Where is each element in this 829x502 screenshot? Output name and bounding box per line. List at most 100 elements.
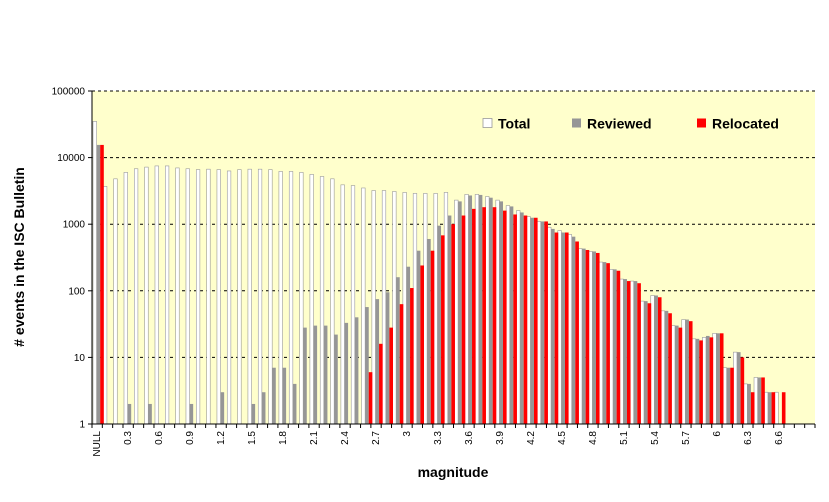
y-tick-label: 1 xyxy=(79,420,85,431)
x-tick-label: 2.7 xyxy=(371,431,382,445)
bar-relocated xyxy=(740,357,745,424)
bar-total xyxy=(257,168,263,425)
bar-total xyxy=(464,194,469,425)
bar-reviewed xyxy=(282,367,287,424)
bar-reviewed xyxy=(675,325,679,424)
bar-total xyxy=(350,185,356,425)
bar-total xyxy=(371,190,376,425)
bar-total xyxy=(660,310,665,425)
x-tick-label: 2.4 xyxy=(340,431,351,445)
bar-relocated xyxy=(595,252,600,424)
bar-reviewed xyxy=(489,197,493,424)
bar-reviewed xyxy=(303,327,307,424)
bar-reviewed xyxy=(406,266,411,424)
x-tick-label: 3.6 xyxy=(464,431,475,445)
x-tick-label: 5.1 xyxy=(619,431,630,445)
bars xyxy=(92,121,786,425)
bar-relocated xyxy=(657,297,662,424)
bar-reviewed xyxy=(365,307,369,424)
x-tick-label: 1.8 xyxy=(278,431,289,445)
bar-reviewed xyxy=(582,248,586,424)
bar-total xyxy=(505,205,511,425)
bar-total xyxy=(567,234,573,425)
x-tick-label: 4.5 xyxy=(557,431,568,445)
legend-swatch-relocated xyxy=(697,118,706,128)
bar-reviewed xyxy=(447,215,452,424)
bar-reviewed xyxy=(375,299,380,424)
y-tick-label: 10 xyxy=(74,353,86,364)
bar-reviewed xyxy=(736,352,741,424)
bar-relocated xyxy=(492,207,497,424)
bar-total xyxy=(557,230,562,425)
bar-reviewed xyxy=(747,383,751,424)
bar-total xyxy=(640,300,645,425)
bar-total xyxy=(134,168,139,425)
legend-label-relocated: Relocated xyxy=(712,116,779,132)
bar-relocated xyxy=(430,250,435,424)
bar-reviewed xyxy=(148,403,152,424)
bar-total xyxy=(268,169,273,425)
bar-reviewed xyxy=(540,221,545,424)
bar-relocated xyxy=(709,337,714,424)
bar-reviewed xyxy=(251,403,256,424)
bar-total xyxy=(319,176,325,425)
x-tick-label: 6.3 xyxy=(743,431,754,445)
bar-relocated xyxy=(482,207,486,424)
x-tick-label: 3.9 xyxy=(495,431,506,445)
bar-total xyxy=(412,193,418,425)
y-ticks: 1 10 100 1000 10000 100000 xyxy=(52,87,92,431)
bar-total xyxy=(588,251,593,425)
y-axis-title: # events in the ISC Bulletin xyxy=(11,167,27,347)
bar-reviewed xyxy=(685,319,689,424)
bar-total xyxy=(536,221,542,425)
bar-reviewed xyxy=(654,295,658,424)
bar-relocated xyxy=(637,283,641,424)
bar-total xyxy=(650,295,655,425)
bar-reviewed xyxy=(458,201,462,424)
bar-relocated xyxy=(616,270,621,424)
bar-reviewed xyxy=(664,310,669,424)
bar-total xyxy=(185,168,190,425)
bar-relocated xyxy=(699,340,703,424)
bar-total xyxy=(712,333,717,425)
bar-total xyxy=(743,383,748,425)
x-tick-label: 0.3 xyxy=(123,431,134,445)
bar-reviewed xyxy=(323,325,328,424)
bar-total xyxy=(381,190,387,425)
bar-relocated xyxy=(534,217,538,424)
bar-relocated xyxy=(368,372,373,424)
bar-reviewed xyxy=(189,403,194,424)
bar-total xyxy=(485,196,490,425)
bar-reviewed xyxy=(716,333,720,424)
bar-total xyxy=(547,226,552,425)
bar-total xyxy=(764,391,769,425)
bar-total xyxy=(278,171,283,425)
bar-relocated xyxy=(719,333,724,424)
bar-relocated xyxy=(564,232,569,424)
bar-total xyxy=(340,184,345,425)
bar-relocated xyxy=(781,392,786,424)
legend-label-total: Total xyxy=(498,116,530,132)
legend-swatch-reviewed xyxy=(572,118,581,128)
x-tick-label: 1.5 xyxy=(247,431,258,445)
bar-reviewed xyxy=(437,225,442,424)
bar-total xyxy=(578,248,583,425)
bar-reviewed xyxy=(623,279,627,424)
bar-total xyxy=(691,338,696,425)
bar-reviewed xyxy=(726,367,731,424)
bar-total xyxy=(123,172,128,425)
bar-relocated xyxy=(379,343,383,424)
bar-reviewed xyxy=(261,392,266,424)
bar-relocated xyxy=(761,377,765,424)
bar-reviewed xyxy=(468,195,473,424)
bar-relocated xyxy=(472,208,476,424)
bar-total xyxy=(474,194,480,425)
bar-relocated xyxy=(523,215,528,424)
bar-reviewed xyxy=(613,269,617,424)
x-tick-label: 3 xyxy=(402,431,413,437)
bar-relocated xyxy=(503,210,507,424)
bar-reviewed xyxy=(695,338,700,424)
legend-swatch-total xyxy=(482,118,493,128)
bar-relocated xyxy=(100,144,104,425)
bar-reviewed xyxy=(478,194,483,424)
